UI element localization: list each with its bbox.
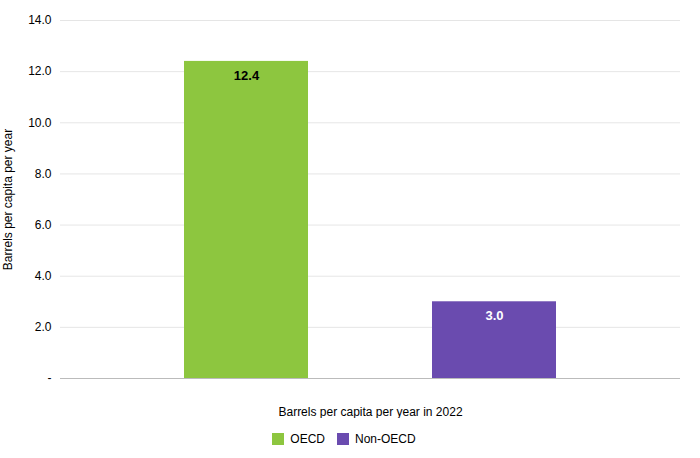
svg-text:-: - [48,371,52,385]
html-text:OECD: OECD [290,431,325,446]
svg-text:14.0: 14.0 [28,13,52,27]
svg-text:3.0: 3.0 [485,308,503,323]
svg-text:Barrels per capita per year in: Barrels per capita per year in 2022 [278,405,462,419]
svg-text:6.0: 6.0 [35,218,52,232]
html-text:Non-OECD: Non-OECD [355,431,416,446]
svg-text:8.0: 8.0 [35,167,52,181]
svg-text:12.4: 12.4 [234,68,260,83]
svg-text:Barrels per capita per year: Barrels per capita per year [1,129,15,270]
svg-text:2.0: 2.0 [35,320,52,334]
svg-text:12.0: 12.0 [28,64,52,78]
svg-text:4.0: 4.0 [35,269,52,283]
svg-text:10.0: 10.0 [28,116,52,130]
